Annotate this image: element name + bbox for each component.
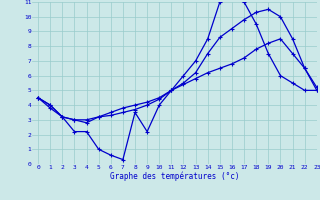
X-axis label: Graphe des températures (°c): Graphe des températures (°c): [110, 171, 239, 181]
